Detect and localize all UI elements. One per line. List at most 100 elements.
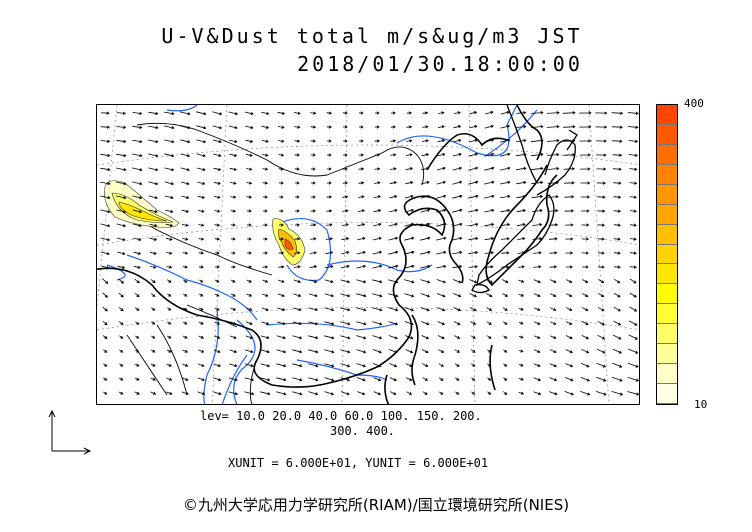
wind-arrow: [437, 307, 446, 312]
wind-arrow: [518, 377, 524, 381]
wind-arrow: [340, 363, 351, 368]
levels-line2: 300. 400.: [330, 424, 396, 438]
wind-arrow: [581, 209, 590, 213]
wind-arrow: [596, 153, 607, 157]
wind-arrow: [119, 377, 124, 381]
wind-arrow: [455, 391, 460, 395]
wind-arrow: [183, 279, 188, 283]
wind-arrow: [390, 139, 397, 143]
wind-arrow: [342, 125, 348, 129]
wind-arrow: [135, 349, 140, 353]
wind-arrow: [579, 139, 592, 143]
wind-arrow: [388, 307, 399, 312]
wind-arrow: [118, 307, 124, 312]
wind-arrow: [372, 236, 382, 241]
wind-arrow: [294, 167, 300, 171]
wind-arrow: [406, 391, 413, 395]
wind-arrow: [340, 377, 351, 382]
wind-arrow: [629, 223, 637, 227]
unit-line: XUNIT = 6.000E+01, YUNIT = 6.000E+01: [228, 456, 489, 470]
wind-arrow: [517, 251, 526, 255]
wind-arrow: [372, 307, 383, 312]
wind-arrow: [276, 363, 287, 368]
colorbar-segment: [657, 144, 677, 165]
wind-arrow: [262, 209, 268, 213]
wind-arrow: [102, 292, 108, 298]
wind-arrow: [500, 138, 511, 143]
wind-arrow: [199, 293, 204, 297]
colorbar-segment: [657, 224, 677, 245]
wind-arrow: [230, 237, 236, 241]
wind-arrow: [182, 363, 189, 367]
wind-arrow: [484, 166, 495, 171]
wind-arrow: [579, 111, 592, 115]
wind-arrow: [309, 279, 318, 284]
wind-arrow: [500, 223, 511, 227]
wind-arrow: [533, 391, 542, 396]
wind-arrow: [628, 348, 639, 354]
wind-arrow: [308, 363, 319, 368]
wind-arrow: [166, 251, 173, 255]
wind-arrow: [166, 363, 172, 367]
wind-arrow: [485, 265, 494, 269]
wind-arrow: [374, 181, 381, 185]
wind-arrow: [548, 209, 559, 213]
wind-arrow: [119, 349, 124, 353]
wind-arrow: [326, 209, 333, 213]
wind-arrow: [245, 125, 254, 130]
wind-arrow: [229, 167, 237, 171]
wind-arrow: [324, 279, 334, 284]
wind-arrow: [230, 181, 237, 185]
wind-arrow: [532, 223, 543, 227]
wind-arrow: [358, 153, 364, 157]
wind-arrow: [388, 279, 399, 284]
wind-arrow: [119, 335, 124, 339]
wind-arrow: [503, 363, 508, 367]
wind-arrow: [182, 335, 188, 339]
wind-arrow: [581, 348, 590, 354]
wind-arrow: [518, 279, 525, 283]
wind-arrow: [516, 209, 527, 213]
wind-arrow: [629, 209, 637, 213]
colorbar-segment: [657, 304, 677, 325]
wind-arrow: [454, 363, 460, 367]
wind-arrow: [198, 251, 204, 255]
wind-arrow: [230, 223, 236, 227]
wind-arrow: [357, 236, 366, 241]
wind-arrow: [198, 335, 205, 339]
wind-arrow: [166, 279, 172, 283]
wind-arrow: [503, 391, 508, 396]
wind-arrow: [502, 279, 509, 283]
wind-arrow: [627, 111, 639, 115]
wind-arrow: [151, 321, 156, 325]
map-title: U-V&Dust total m/s&ug/m3 JST: [161, 24, 583, 48]
wind-arrow: [389, 181, 398, 185]
wind-arrow: [405, 181, 414, 185]
wind-arrow: [629, 278, 637, 284]
wind-arrow: [325, 265, 334, 269]
wind-arrow: [244, 111, 254, 116]
wind-arrow: [436, 264, 447, 269]
wind-arrow: [133, 237, 142, 242]
wind-arrow: [484, 237, 495, 241]
wind-arrow: [373, 391, 381, 396]
wind-arrow: [486, 293, 493, 297]
wind-arrow: [420, 279, 431, 284]
wind-arrow: [149, 237, 158, 241]
wind-arrow: [340, 391, 350, 396]
wind-arrow: [372, 264, 383, 269]
wind-arrow: [326, 125, 332, 129]
wind-arrow: [469, 279, 478, 284]
wind-arrow: [500, 124, 511, 129]
wind-arrow: [182, 237, 189, 241]
wind-arrow: [324, 335, 335, 340]
wind-arrow: [421, 153, 430, 157]
wind-arrow: [294, 125, 301, 129]
wind-arrow: [311, 181, 316, 185]
wind-arrow: [404, 293, 415, 298]
wind-arrow: [181, 195, 190, 199]
wind-arrow: [213, 349, 221, 353]
wind-arrow: [564, 195, 575, 199]
wind-arrow: [516, 194, 527, 199]
wind-arrow: [420, 307, 430, 312]
